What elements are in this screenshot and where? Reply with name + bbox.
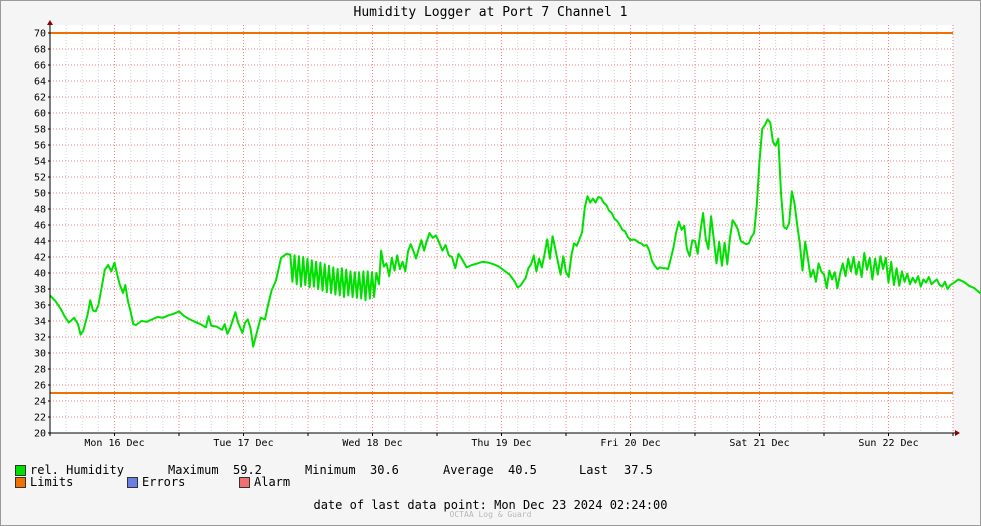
y-tick-label: 70 bbox=[34, 29, 46, 40]
last-data-point: date of last data point: Mon Dec 23 2024… bbox=[313, 498, 668, 512]
legend-maximum-value: 59.2 bbox=[233, 463, 262, 477]
y-tick-label: 68 bbox=[34, 45, 46, 56]
y-tick-label: 20 bbox=[34, 429, 46, 440]
y-tick-label: 30 bbox=[34, 349, 46, 360]
legend-last-value: 37.5 bbox=[624, 463, 653, 477]
y-tick-label: 44 bbox=[34, 237, 46, 248]
y-tick-label: 38 bbox=[34, 285, 46, 296]
y-tick-label: 66 bbox=[34, 61, 46, 72]
x-tick-labels: Mon 16 Dec Tue 17 Dec Wed 18 Dec Thu 19 Dec… bbox=[84, 438, 918, 449]
y-tick-label: 42 bbox=[34, 253, 46, 264]
legend-average-value: 40.5 bbox=[508, 463, 537, 477]
y-tick-label: 60 bbox=[34, 109, 46, 120]
x-tick-label: Fri 20 Dec bbox=[600, 438, 660, 449]
series-layer bbox=[49, 118, 981, 348]
grid-major bbox=[49, 25, 954, 434]
y-tick-label: 54 bbox=[34, 157, 46, 168]
y-tick-label: 48 bbox=[34, 205, 46, 216]
x-tick-label: Tue 17 Dec bbox=[213, 438, 273, 449]
alarm-swatch bbox=[239, 477, 250, 488]
legend-errors-label: Errors bbox=[142, 475, 186, 489]
y-tick-label: 34 bbox=[34, 317, 46, 328]
chart-title: Humidity Logger at Port 7 Channel 1 bbox=[353, 5, 628, 20]
y-tick-label: 46 bbox=[34, 221, 46, 232]
y-tick-labels: 20 22 24 26 28 30 32 34 36 38 40 42 44 46 48 50 52 54 56 58… bbox=[34, 29, 46, 440]
y-tick-label: 22 bbox=[34, 413, 46, 424]
legend-limits-label: Limits bbox=[30, 475, 74, 489]
y-tick-label: 62 bbox=[34, 93, 46, 104]
x-tick-label: Sat 21 Dec bbox=[729, 438, 789, 449]
y-tick-label: 28 bbox=[34, 365, 46, 376]
y-tick-label: 26 bbox=[34, 381, 46, 392]
legend-minimum-label: Minimum bbox=[305, 463, 356, 477]
limit-lines bbox=[50, 32, 953, 394]
y-tick-label: 36 bbox=[34, 301, 46, 312]
y-axis-arrow bbox=[47, 20, 53, 25]
x-tick-label: Mon 16 Dec bbox=[84, 438, 144, 449]
errors-swatch bbox=[127, 477, 138, 488]
x-axis-arrow bbox=[955, 430, 960, 436]
credit-watermark: OCTAA Log & Guard bbox=[449, 510, 532, 519]
y-tick-label: 58 bbox=[34, 125, 46, 136]
y-tick-label: 52 bbox=[34, 173, 46, 184]
legend-last-label: Last bbox=[579, 463, 608, 477]
series-line-humidity bbox=[49, 118, 981, 348]
legend-alarm-label: Alarm bbox=[254, 475, 291, 489]
humidity-swatch bbox=[15, 465, 26, 476]
legend-minimum-value: 30.6 bbox=[370, 463, 399, 477]
y-tick-label: 24 bbox=[34, 397, 46, 408]
x-tick-label: Wed 18 Dec bbox=[342, 438, 402, 449]
legend-average-label: Average bbox=[443, 463, 494, 477]
y-tick-label: 32 bbox=[34, 333, 46, 344]
y-tick-label: 56 bbox=[34, 141, 46, 152]
legend-humidity-label: rel. Humidity bbox=[30, 463, 124, 477]
limits-swatch bbox=[15, 477, 26, 488]
y-tick-label: 64 bbox=[34, 77, 46, 88]
legend-maximum-label: Maximum bbox=[168, 463, 219, 477]
x-tick-label: Sun 22 Dec bbox=[858, 438, 918, 449]
axes bbox=[47, 20, 960, 436]
x-tick-label: Thu 19 Dec bbox=[471, 438, 531, 449]
y-tick-label: 50 bbox=[34, 189, 46, 200]
y-tick-label: 40 bbox=[34, 269, 46, 280]
